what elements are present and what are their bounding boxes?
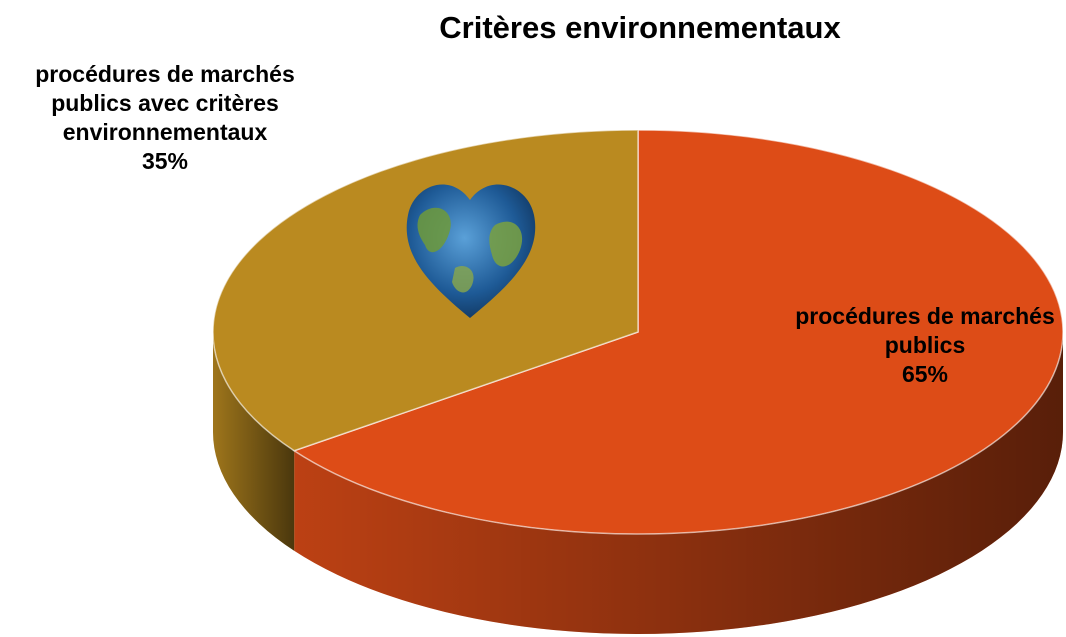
category-label: procédures de marchés publics (795, 303, 1055, 358)
slice (292, 129, 1064, 535)
side-shade (213, 332, 295, 551)
slice-label: procédures de marchés publics 65% (785, 302, 1065, 389)
value-label: 35% (141, 148, 189, 174)
side-shade (294, 332, 1063, 634)
value-label: 65% (901, 361, 949, 387)
category-label: procédures de marchés publics avec critè… (35, 61, 295, 145)
slice-label: procédures de marchés publics avec critè… (15, 60, 315, 176)
continent (452, 265, 474, 293)
continent (417, 207, 451, 253)
continent (489, 221, 523, 267)
heart-globe-icon (406, 184, 536, 318)
chart-title: Critères environnementaux (439, 10, 841, 45)
pie (212, 129, 1064, 634)
